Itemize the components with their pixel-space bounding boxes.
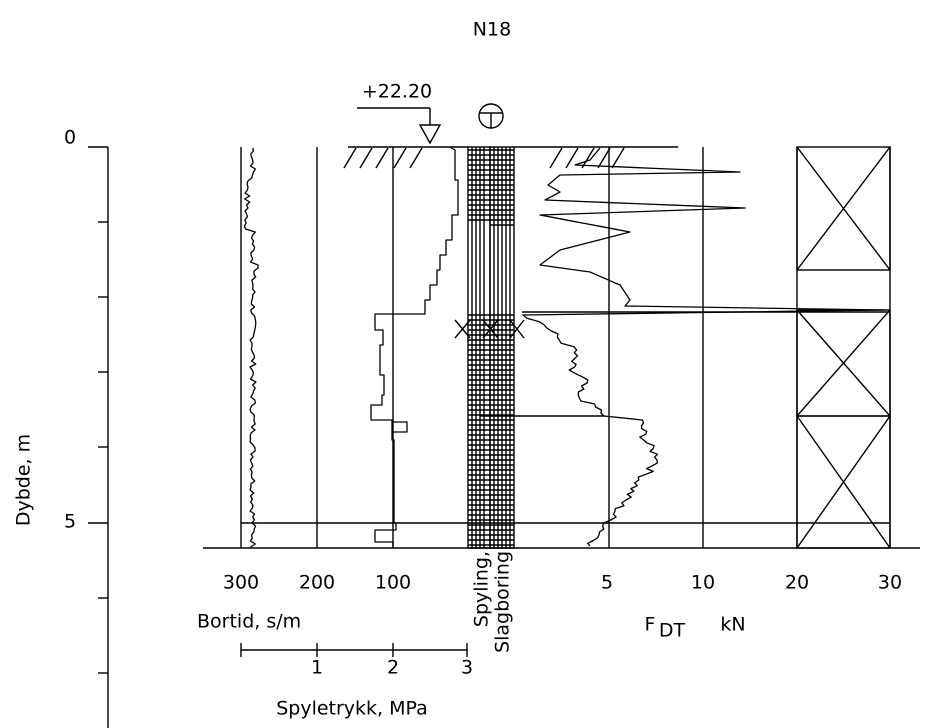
bortid-tick-label: 300 (223, 572, 259, 594)
force-tick-label: 5 (601, 572, 613, 594)
terrain-hatch (343, 147, 625, 169)
title: N18 (473, 19, 511, 41)
spyletrykk-tick-label: 1 (311, 657, 323, 679)
spyletrykk-trace (370, 146, 459, 548)
column-label: Spyling, (471, 551, 493, 627)
bortid-tick-label: 200 (299, 572, 335, 594)
depth-tick-label: 0 (64, 127, 76, 149)
spyletrykk-tick-label: 2 (387, 657, 399, 679)
force-trace (522, 147, 887, 547)
force-tick-label: 30 (878, 572, 902, 594)
elevation-label: +22.20 (362, 81, 432, 103)
spyletrykk-label: Spyletrykk, MPa (276, 698, 428, 720)
method-columns (454, 146, 525, 549)
force-tick-label: 20 (785, 572, 809, 594)
column-label: Slagboring (492, 551, 514, 653)
depth-axis-label: Dybde, m (13, 434, 35, 526)
sample-boxes (796, 146, 891, 549)
spyletrykk-scale (240, 643, 468, 657)
grid (203, 146, 920, 549)
force-label: F (645, 614, 656, 636)
elevation-marker (357, 103, 504, 145)
bortid-label: Bortid, s/m (197, 611, 301, 633)
depth-axis (88, 146, 109, 728)
force-unit: kN (720, 614, 745, 636)
bortid-tick-label: 100 (375, 572, 411, 594)
spyletrykk-tick-label: 3 (461, 657, 473, 679)
force-label-sub: DT (659, 620, 686, 642)
bortid-trace (243, 147, 259, 548)
force-tick-label: 10 (691, 572, 715, 594)
depth-tick-label: 5 (64, 511, 76, 533)
